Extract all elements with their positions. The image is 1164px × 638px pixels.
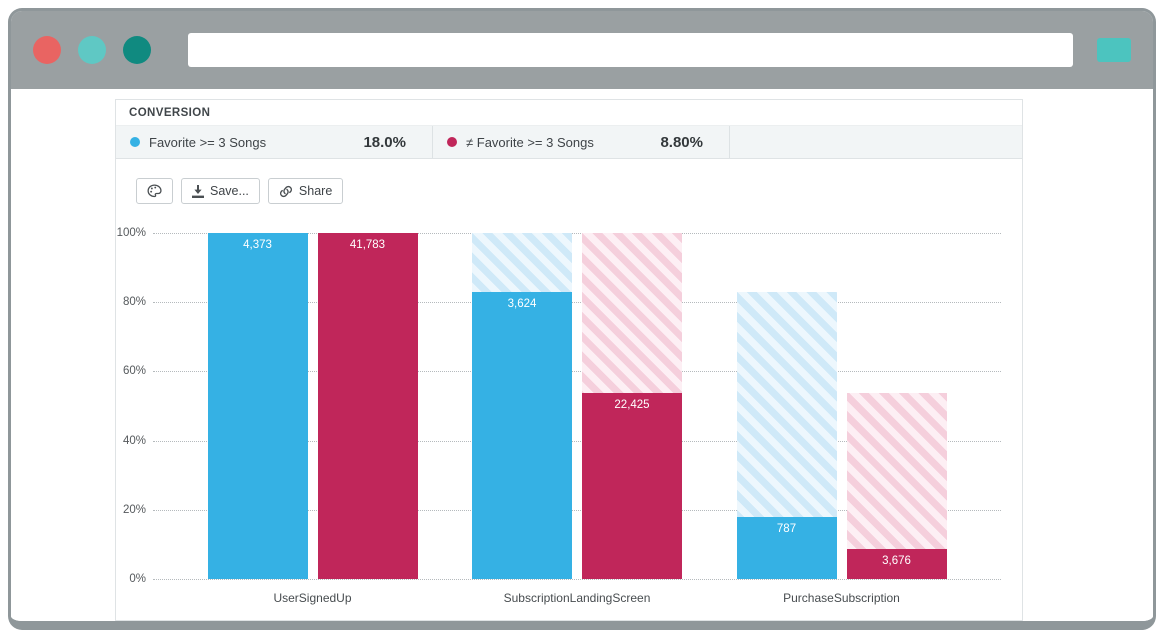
bar-fill: 4,373 bbox=[207, 233, 308, 579]
close-button[interactable] bbox=[33, 36, 61, 64]
legend-dot-red bbox=[447, 137, 457, 147]
chart-plot: 0% 20% 40% 60% 80% 100% 4,373 41,783 3,624 22,425… bbox=[117, 227, 1001, 585]
download-icon bbox=[192, 184, 204, 198]
legend-spacer bbox=[730, 126, 1022, 158]
link-icon bbox=[279, 185, 293, 198]
browser-chrome bbox=[11, 11, 1153, 89]
legend-dot-blue bbox=[130, 137, 140, 147]
palette-icon bbox=[147, 184, 162, 198]
bar-value-label: 4,373 bbox=[243, 239, 272, 251]
bar-groups: 4,373 41,783 3,624 22,425 787 3,676 bbox=[153, 233, 1001, 579]
x-axis-label: SubscriptionLandingScreen bbox=[503, 591, 651, 605]
legend-row: Favorite >= 3 Songs 18.0% ≠ Favorite >= … bbox=[116, 126, 1022, 159]
bar-fill: 41,783 bbox=[317, 233, 418, 579]
bar-value-label: 787 bbox=[776, 522, 797, 535]
legend-item-favorite[interactable]: Favorite >= 3 Songs 18.0% bbox=[116, 126, 433, 158]
y-axis-tick: 80% bbox=[122, 296, 146, 309]
bar-value-label: 3,624 bbox=[507, 298, 537, 311]
gridline bbox=[153, 371, 1001, 373]
bar-group-PurchaseSubscription: 787 3,676 bbox=[736, 233, 947, 579]
funnel-bar[interactable]: 22,425 bbox=[582, 233, 682, 579]
browser-window: CONVERSION Favorite >= 3 Songs 18.0% ≠ F… bbox=[8, 8, 1156, 630]
y-axis-tick: 20% bbox=[122, 503, 146, 516]
url-bar[interactable] bbox=[188, 33, 1073, 67]
dropoff-hatch bbox=[846, 393, 947, 579]
y-axis-tick: 40% bbox=[122, 434, 146, 447]
x-axis-label: PurchaseSubscription bbox=[783, 591, 900, 605]
bar-value-label: 3,676 bbox=[882, 554, 911, 567]
legend-label: Favorite >= 3 Songs bbox=[149, 134, 267, 150]
legend-percent: 18.0% bbox=[363, 133, 406, 151]
funnel-bar[interactable]: 4,373 bbox=[207, 233, 308, 579]
funnel-bar[interactable]: 787 bbox=[736, 233, 837, 579]
gridline bbox=[153, 233, 1001, 234]
bar-value-label: 22,425 bbox=[614, 399, 650, 412]
save-button[interactable]: Save... bbox=[181, 178, 260, 204]
conversion-panel: CONVERSION Favorite >= 3 Songs 18.0% ≠ F… bbox=[115, 99, 1023, 621]
bar-fill: 22,425 bbox=[582, 393, 682, 579]
bar-group-SubscriptionLandingScreen: 3,624 22,425 bbox=[472, 233, 682, 579]
legend-item-not-favorite[interactable]: ≠ Favorite >= 3 Songs 8.80% bbox=[433, 126, 730, 158]
color-palette-button[interactable] bbox=[136, 178, 173, 204]
bar-value-label: 41,783 bbox=[349, 239, 386, 251]
zoom-button[interactable] bbox=[123, 36, 151, 64]
bar-fill: 787 bbox=[736, 516, 837, 579]
page-content: CONVERSION Favorite >= 3 Songs 18.0% ≠ F… bbox=[11, 99, 1153, 621]
bar-fill: 3,624 bbox=[472, 292, 572, 579]
minimize-button[interactable] bbox=[78, 36, 106, 64]
x-axis-labels: UserSignedUp SubscriptionLandingScreen Pur… bbox=[153, 591, 1001, 605]
funnel-bar[interactable]: 41,783 bbox=[317, 233, 418, 579]
bar-group-UserSignedUp: 4,373 41,783 bbox=[207, 233, 418, 579]
y-axis-tick: 100% bbox=[116, 227, 146, 239]
share-button[interactable]: Share bbox=[267, 178, 344, 204]
bar-fill: 3,676 bbox=[846, 548, 947, 579]
funnel-bar[interactable]: 3,624 bbox=[472, 233, 572, 579]
browser-action-button[interactable] bbox=[1097, 38, 1131, 62]
y-axis-tick: 60% bbox=[122, 365, 146, 378]
gridline bbox=[153, 302, 1001, 304]
save-label: Save... bbox=[210, 184, 249, 198]
legend-percent: 8.80% bbox=[660, 133, 703, 151]
chart-toolbar: Save... Share bbox=[136, 178, 1022, 204]
y-axis-tick: 0% bbox=[129, 573, 146, 585]
gridline bbox=[153, 579, 1001, 580]
gridline bbox=[153, 509, 1001, 511]
gridline bbox=[153, 440, 1001, 442]
legend-label: ≠ Favorite >= 3 Songs bbox=[466, 134, 594, 150]
share-label: Share bbox=[298, 184, 333, 198]
panel-title: CONVERSION bbox=[116, 100, 1022, 126]
x-axis-label: UserSignedUp bbox=[273, 591, 352, 605]
funnel-bar[interactable]: 3,676 bbox=[846, 233, 947, 579]
